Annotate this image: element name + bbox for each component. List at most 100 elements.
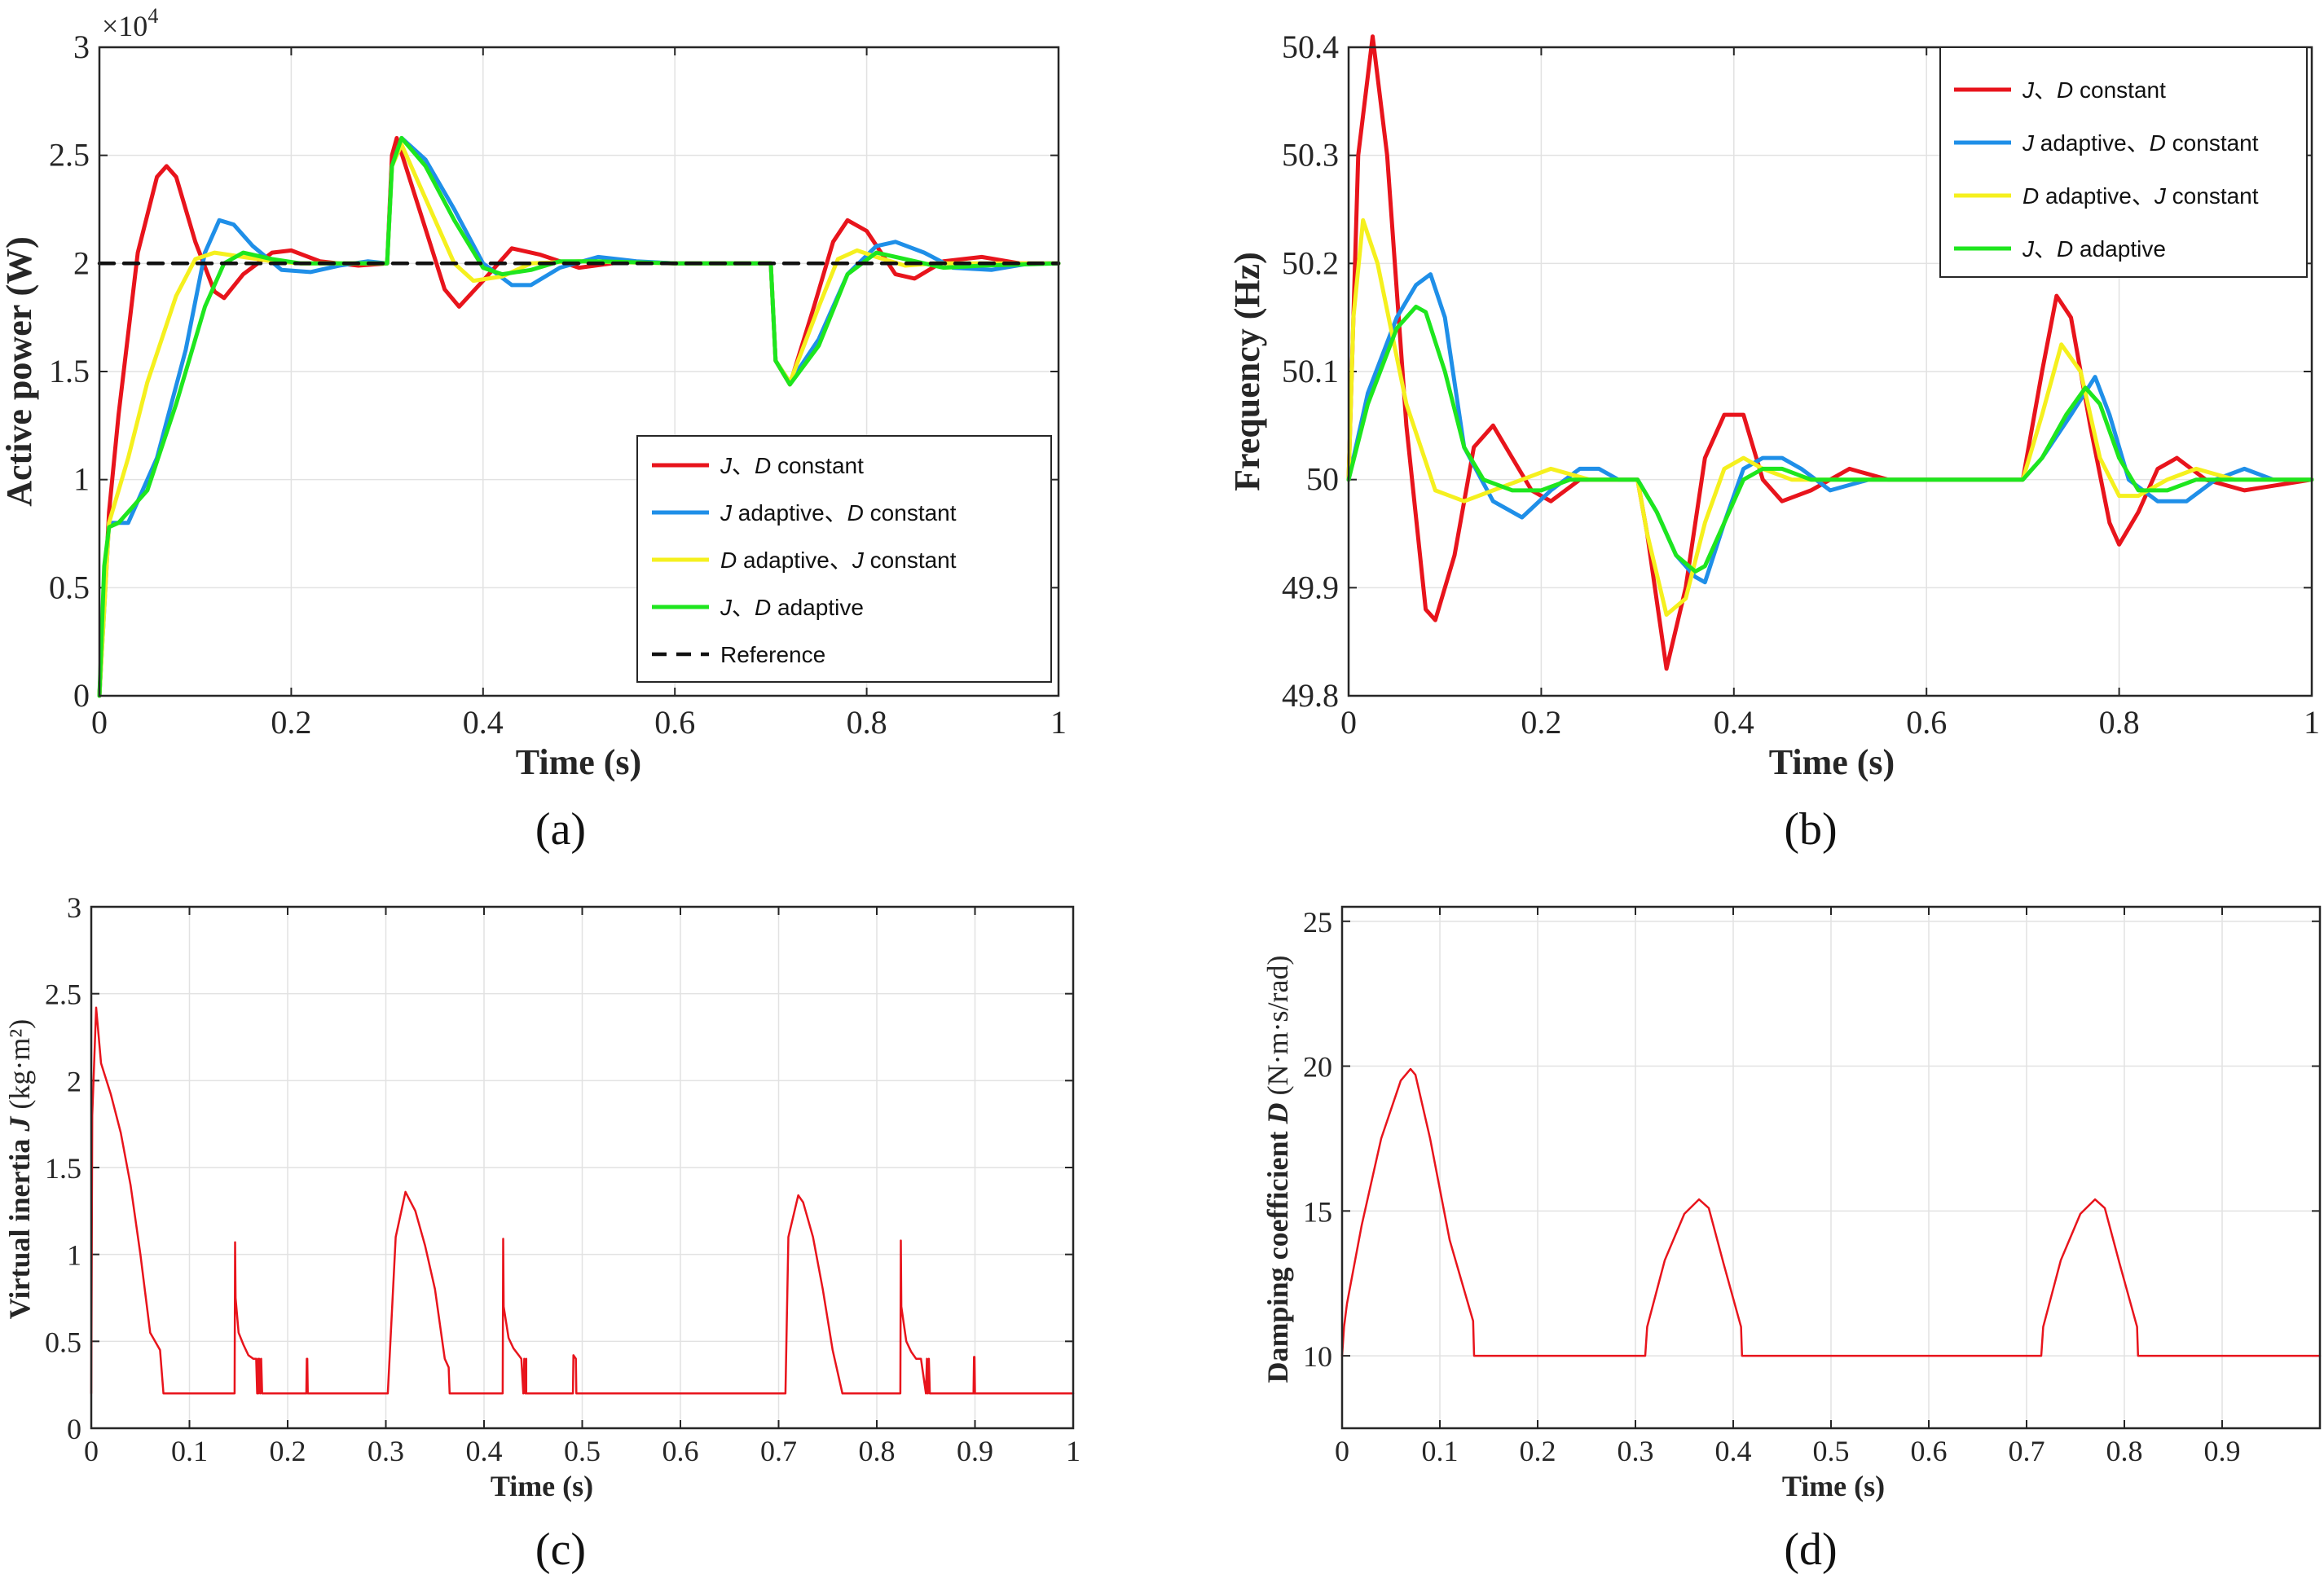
- y-tick-label: 1.5: [45, 1152, 81, 1185]
- y-tick-label: 3: [67, 891, 81, 924]
- plot-frame-c: [90, 905, 1075, 1430]
- y-tick-label: 0.5: [49, 569, 90, 605]
- y-tick-label: 2.5: [45, 979, 81, 1011]
- series-line-j-d-adaptive: [97, 135, 1061, 698]
- x-tick-label: 0.4: [463, 704, 504, 741]
- x-axis-label-d: Time (s): [1782, 1470, 1885, 1502]
- grid-c: [90, 906, 1074, 1429]
- x-tick-label: 0.2: [271, 704, 311, 741]
- x-axis-label-b: Time (s): [1769, 742, 1895, 782]
- caption-d: (d): [1784, 1524, 1837, 1575]
- caption-c: (c): [535, 1524, 586, 1575]
- x-tick-label: 0.4: [1715, 1435, 1752, 1467]
- plot-frame-b: [1347, 46, 2313, 697]
- x-tick-label: 0.8: [859, 1435, 896, 1467]
- y-tick-label: 2: [73, 244, 90, 281]
- x-axis-label-a: Time (s): [516, 742, 641, 782]
- y-tick-label: 1: [73, 461, 90, 498]
- x-tick-label: 0: [1340, 704, 1357, 741]
- x-tick-label: 0.4: [1714, 704, 1754, 741]
- y-tick-label: 25: [1303, 906, 1332, 939]
- y-tick-label: 3: [73, 29, 90, 65]
- caption-a: (a): [535, 804, 586, 855]
- y-tick-label: 50.1: [1282, 353, 1339, 389]
- y-tick-label: 50.4: [1282, 29, 1339, 65]
- y-tick-label: 2.5: [49, 137, 90, 174]
- legend-label: J adaptive、D constant: [720, 500, 957, 526]
- y-tick-label: 2: [67, 1065, 81, 1097]
- x-tick-label: 0.8: [2099, 704, 2140, 741]
- y-axis-label-a: Active power (W): [0, 236, 39, 507]
- series-line-d-adaptive-j-constant: [97, 142, 1061, 698]
- grid-d: [1341, 907, 2320, 1428]
- panel-c: 0 0.1 0.2 0.3 0.4 0.5 0.6 0.7 0.8 0.9 1 0 0.5 1 1.5 2 2.…: [3, 891, 1081, 1575]
- x-tick-label: 1: [2304, 704, 2320, 741]
- x-tick-label: 0.6: [654, 704, 695, 741]
- x-tick-label: 0.5: [564, 1435, 601, 1467]
- x-tick-label: 0.4: [466, 1435, 503, 1467]
- x-tick-label: 0.5: [1813, 1435, 1850, 1467]
- series-line-j-d-adaptive: [1346, 304, 2314, 574]
- series-line-d-adaptive-j-constant: [1346, 218, 2314, 617]
- lines-a: [97, 135, 1061, 698]
- x-tick-label: 0.3: [1618, 1435, 1654, 1467]
- x-tick-label: 1: [1050, 704, 1067, 741]
- y-axis-label-c: Virtual inertia J (kg·m²): [3, 1019, 36, 1319]
- series-line-j: [90, 1006, 1075, 1395]
- x-tick-label: 0.8: [847, 704, 887, 741]
- ticks-a: 0 0.2 0.4 0.6 0.8 1 0 0.5 1 1.5 2 2.5 3: [49, 29, 1067, 741]
- legend-label: J、D adaptive: [720, 595, 864, 620]
- x-tick-label: 0.6: [662, 1435, 699, 1467]
- panel-a: 0 0.2 0.4 0.6 0.8 1 0 0.5 1 1.5 2 2.5 3 ×104 Time (s…: [0, 4, 1067, 855]
- y-tick-label: 49.8: [1282, 677, 1339, 714]
- panel-b: 0 0.2 0.4 0.6 0.8 1 49.8 49.9 50 50.1 50.2 50.3 50.4…: [1227, 29, 2320, 855]
- x-axis-label-c: Time (s): [491, 1470, 593, 1502]
- x-tick-label: 0: [84, 1435, 99, 1467]
- y-tick-label: 50: [1306, 461, 1339, 498]
- series-line-j-d-constant: [97, 135, 1061, 698]
- y-tick-label: 50.3: [1282, 137, 1339, 174]
- x-tick-label: 1: [1066, 1435, 1081, 1467]
- series-line-j-adaptive-d-constant: [97, 135, 1061, 698]
- legend-label: D adaptive、J constant: [720, 548, 957, 573]
- legend-a: J、D constant J adaptive、D constant D adapt…: [636, 435, 1052, 683]
- x-tick-label: 0.1: [1422, 1435, 1459, 1467]
- y-tick-label: 20: [1303, 1051, 1332, 1084]
- legend-label: J、D constant: [720, 453, 864, 478]
- legend-label: J adaptive、D constant: [2022, 130, 2259, 156]
- y-tick-label: 0: [73, 677, 90, 714]
- x-tick-label: 0.6: [1906, 704, 1947, 741]
- x-tick-label: 0.2: [1520, 1435, 1556, 1467]
- lines-b: [1346, 34, 2314, 671]
- panel-d: 0 0.1 0.2 0.3 0.4 0.5 0.6 0.7 0.8 0.9 10 15 20 25 Tim…: [1261, 905, 2322, 1575]
- x-tick-label: 0.8: [2106, 1435, 2143, 1467]
- x-tick-label: 0: [91, 704, 108, 741]
- legend-b-box: [1939, 46, 2308, 278]
- y-axis-label-d: Damping coefficient D (N·m·s/rad): [1261, 956, 1294, 1383]
- caption-b: (b): [1784, 804, 1837, 855]
- y-tick-label: 15: [1303, 1195, 1332, 1228]
- x-tick-label: 0.3: [368, 1435, 404, 1467]
- x-tick-label: 0.2: [1521, 704, 1561, 741]
- x-tick-label: 0.2: [270, 1435, 306, 1467]
- x-tick-label: 0.7: [760, 1435, 797, 1467]
- x-tick-label: 0.7: [2009, 1435, 2045, 1467]
- legend-label: D adaptive、J constant: [2022, 183, 2259, 209]
- ticks-b: 0 0.2 0.4 0.6 0.8 1 49.8 49.9 50 50.1 50.2 50.3 50.4: [1282, 29, 2320, 741]
- lines-c: [90, 1006, 1075, 1395]
- plot-frame-d: [1340, 905, 2322, 1430]
- y-tick-label: 50.2: [1282, 244, 1339, 281]
- legend-b: J、D constant J adaptive、D constant D adapt…: [1939, 46, 2308, 278]
- ticks-d: 0 0.1 0.2 0.3 0.4 0.5 0.6 0.7 0.8 0.9 10 15 20 25: [1303, 906, 2320, 1467]
- series-line-j-d-constant: [1346, 34, 2314, 671]
- x-tick-label: 0.6: [1911, 1435, 1948, 1467]
- lines-d: [1340, 1067, 2322, 1357]
- x-tick-label: 0: [1335, 1435, 1349, 1467]
- series-line-d: [1340, 1067, 2322, 1357]
- y-tick-label: 49.9: [1282, 569, 1339, 605]
- y-tick-label: 1.5: [49, 353, 90, 389]
- x-tick-label: 0.9: [957, 1435, 993, 1467]
- legend-label: J、D adaptive: [2022, 236, 2166, 262]
- legend-label: Reference: [720, 642, 825, 667]
